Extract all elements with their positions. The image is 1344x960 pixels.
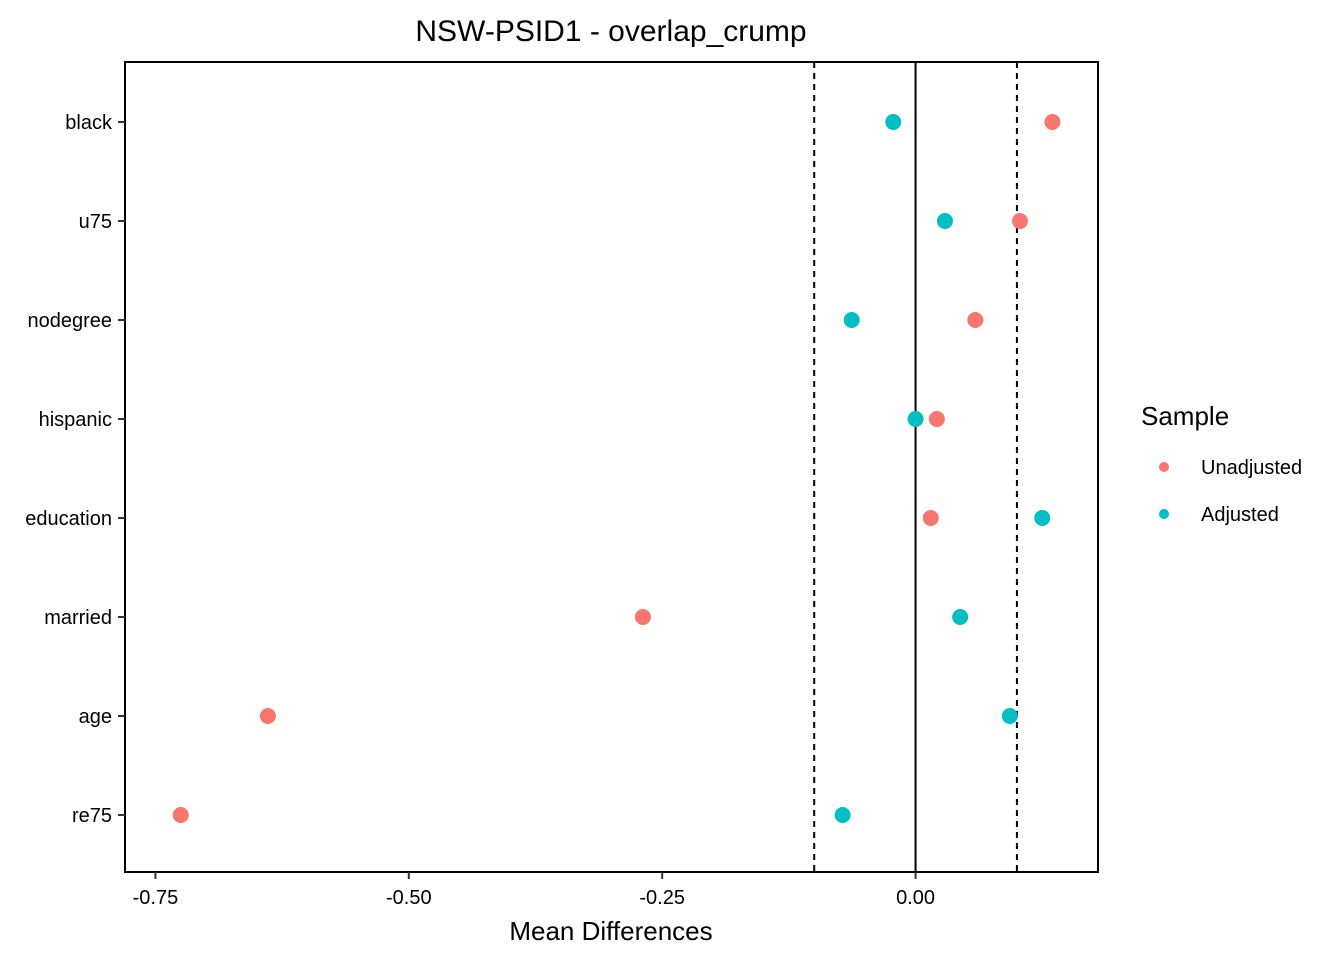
- point-adjusted-education: [1034, 510, 1051, 526]
- x-tick-label: -0.75: [133, 887, 179, 909]
- y-tick-label-u75: u75: [79, 211, 112, 233]
- x-tick-label: 0.00: [896, 887, 935, 909]
- x-tick-label: -0.50: [386, 887, 432, 909]
- legend-key-unadjusted: [1159, 462, 1169, 472]
- point-adjusted-hispanic: [907, 411, 924, 427]
- y-axis: black u75 nodegree hispanic education married…: [25, 112, 125, 827]
- legend-title: Sample: [1141, 401, 1229, 431]
- x-axis-label: Mean Differences: [509, 916, 712, 946]
- y-tick-label-age: age: [79, 706, 112, 728]
- point-adjusted-nodegree: [843, 312, 860, 328]
- data-points: [172, 114, 1061, 823]
- point-adjusted-age: [1001, 708, 1018, 724]
- point-unadjusted-black: [1044, 114, 1061, 130]
- point-unadjusted-age: [259, 708, 276, 724]
- legend-key-adjusted: [1159, 509, 1169, 519]
- legend-label-unadjusted: Unadjusted: [1201, 457, 1302, 479]
- y-tick-label-nodegree: nodegree: [27, 310, 112, 332]
- x-axis: -0.75 -0.50 -0.25 0.00: [133, 872, 935, 909]
- panel-border: [124, 61, 1099, 873]
- point-unadjusted-married: [634, 609, 651, 625]
- legend: Sample Unadjusted Adjusted: [1141, 401, 1302, 526]
- point-adjusted-black: [885, 114, 902, 130]
- y-tick-label-education: education: [25, 508, 112, 530]
- point-unadjusted-hispanic: [928, 411, 945, 427]
- point-adjusted-re75: [834, 807, 851, 823]
- point-adjusted-u75: [936, 213, 953, 229]
- point-unadjusted-education: [922, 510, 939, 526]
- point-unadjusted-u75: [1011, 213, 1028, 229]
- point-unadjusted-nodegree: [967, 312, 984, 328]
- point-adjusted-married: [952, 609, 969, 625]
- y-tick-label-hispanic: hispanic: [39, 409, 112, 431]
- x-tick-label: -0.25: [639, 887, 685, 909]
- legend-label-adjusted: Adjusted: [1201, 504, 1279, 526]
- point-unadjusted-re75: [172, 807, 189, 823]
- y-tick-label-re75: re75: [72, 805, 112, 827]
- y-tick-label-married: married: [44, 607, 112, 629]
- plot-panel: [124, 61, 1099, 873]
- y-tick-label-black: black: [65, 112, 113, 134]
- chart-title: NSW-PSID1 - overlap_crump: [415, 15, 806, 48]
